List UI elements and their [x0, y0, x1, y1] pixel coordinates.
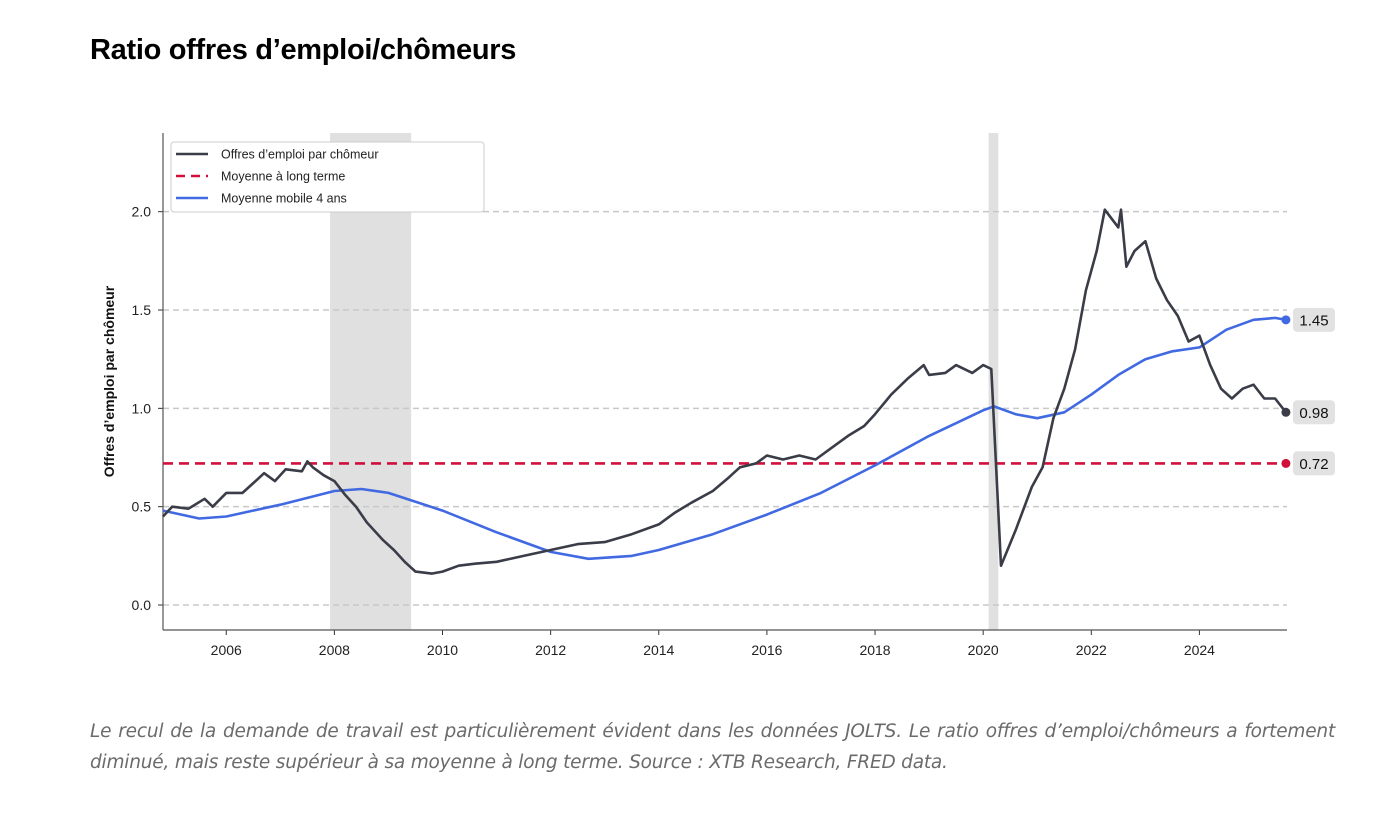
series-end-marker — [1281, 315, 1291, 325]
end-label: 0.72 — [1299, 456, 1328, 473]
x-tick-label: 2012 — [535, 642, 566, 658]
series-line-2 — [162, 316, 1287, 561]
x-tick-label: 2010 — [427, 642, 458, 658]
x-tick-label: 2020 — [968, 642, 999, 658]
y-tick-label: 0.5 — [132, 499, 152, 515]
end-label: 0.98 — [1299, 405, 1328, 422]
end-label-box — [1293, 400, 1335, 425]
x-tick-label: 2008 — [319, 642, 350, 658]
end-label-box — [1293, 451, 1335, 476]
recession-band — [988, 133, 999, 630]
legend-label: Moyenne mobile 4 ans — [221, 192, 347, 206]
series-end-marker — [1281, 458, 1291, 468]
chart-caption: Le recul de la demande de travail est pa… — [90, 721, 1335, 773]
x-tick-label: 2022 — [1076, 642, 1107, 658]
x-tick-label: 2014 — [643, 642, 674, 658]
x-tick-label: 2024 — [1184, 642, 1215, 658]
x-tick-label: 2006 — [211, 642, 242, 658]
x-tick-label: 2018 — [859, 642, 890, 658]
series-end-marker — [1281, 407, 1291, 417]
y-tick-label: 1.5 — [132, 302, 152, 318]
x-tick-label: 2016 — [751, 642, 782, 658]
y-axis-label: Offres d’emploi par chômeur — [101, 285, 117, 477]
recession-band — [330, 133, 412, 630]
y-tick-label: 1.0 — [132, 400, 152, 416]
y-tick-label: 0.0 — [132, 597, 152, 613]
legend-label: Moyenne à long terme — [221, 170, 345, 184]
end-label-box — [1293, 307, 1335, 332]
y-tick-label: 2.0 — [132, 204, 152, 220]
chart: 0.0 0.5 1.0 1.5 2.0 2006 2008 2010 2012 2014 2016 2… — [101, 133, 1335, 658]
end-label: 1.45 — [1299, 312, 1328, 329]
series-line-0 — [162, 208, 1287, 575]
legend-label: Offres d’emploi par chômeur — [221, 148, 378, 162]
legend — [170, 141, 485, 213]
page-title: Ratio offres d’emploi/chômeurs — [90, 34, 517, 66]
